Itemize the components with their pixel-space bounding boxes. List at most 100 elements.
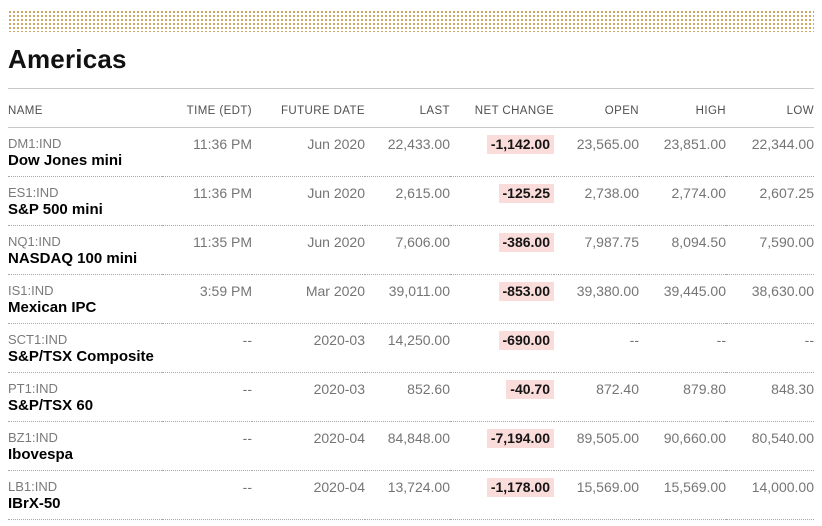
cell-low: -- [726,323,814,373]
column-header-high: HIGH [639,89,726,128]
cell-name: IS1:IND Mexican IPC [8,274,162,324]
table-row: BZ1:IND Ibovespa -- 2020-04 84,848.00 -7… [8,421,814,471]
cell-last: 22,433.00 [365,127,450,177]
cell-name: NQ1:IND NASDAQ 100 mini [8,225,162,275]
cell-low: 80,540.00 [726,421,814,471]
cell-future-date: 2020-03 [252,323,365,373]
net-change-badge: -40.70 [506,380,554,399]
cell-net-change: -853.00 [450,274,554,324]
security-name-link[interactable]: S&P/TSX 60 [8,397,94,414]
cell-time: -- [162,323,252,373]
cell-net-change: -1,142.00 [450,127,554,177]
cell-open: 23,565.00 [554,127,639,177]
security-name-link[interactable]: NASDAQ 100 mini [8,250,138,267]
cell-future-date: Jun 2020 [252,127,365,177]
cell-low: 848.30 [726,372,814,422]
cell-last: 84,848.00 [365,421,450,471]
cell-time: 11:36 PM [162,127,252,177]
title-divider [8,88,814,89]
cell-name: BZ1:IND Ibovespa [8,421,162,471]
column-header-open: OPEN [554,89,639,128]
cell-open: 7,987.75 [554,225,639,275]
security-name-link[interactable]: S&P 500 mini [8,201,103,218]
cell-open: 15,569.00 [554,470,639,520]
cell-high: -- [639,323,726,373]
column-header-future-date: FUTURE DATE [252,89,365,128]
column-header-net-change: NET CHANGE [450,89,554,128]
cell-low: 38,630.00 [726,274,814,324]
security-name-link[interactable]: IBrX-50 [8,495,61,512]
cell-open: 2,738.00 [554,176,639,226]
futures-table: NAME TIME (EDT) FUTURE DATE LAST NET CHA… [8,89,814,520]
security-ticker-link[interactable]: BZ1:IND [8,430,58,445]
cell-high: 879.80 [639,372,726,422]
cell-last: 7,606.00 [365,225,450,275]
cell-name: LB1:IND IBrX-50 [8,470,162,520]
net-change-badge: -7,194.00 [486,429,554,448]
cell-net-change: -125.25 [450,176,554,226]
security-name-link[interactable]: Mexican IPC [8,299,97,316]
cell-last: 39,011.00 [365,274,450,324]
cell-time: 3:59 PM [162,274,252,324]
cell-low: 22,344.00 [726,127,814,177]
cell-high: 39,445.00 [639,274,726,324]
cell-last: 2,615.00 [365,176,450,226]
cell-name: PT1:IND S&P/TSX 60 [8,372,162,422]
table-row: LB1:IND IBrX-50 -- 2020-04 13,724.00 -1,… [8,470,814,520]
net-change-badge: -1,178.00 [486,478,554,497]
security-name-link[interactable]: Ibovespa [8,446,74,463]
top-dotted-divider [8,10,814,32]
cell-time: -- [162,421,252,471]
net-change-badge: -690.00 [498,331,554,350]
cell-name: DM1:IND Dow Jones mini [8,127,162,177]
cell-time: 11:35 PM [162,225,252,275]
security-ticker-link[interactable]: IS1:IND [8,283,54,298]
cell-time: 11:36 PM [162,176,252,226]
security-name-link[interactable]: Dow Jones mini [8,152,123,169]
cell-low: 7,590.00 [726,225,814,275]
table-row: IS1:IND Mexican IPC 3:59 PM Mar 2020 39,… [8,274,814,324]
cell-open: 89,505.00 [554,421,639,471]
table-row: DM1:IND Dow Jones mini 11:36 PM Jun 2020… [8,127,814,177]
table-row: NQ1:IND NASDAQ 100 mini 11:35 PM Jun 202… [8,225,814,275]
cell-name: ES1:IND S&P 500 mini [8,176,162,226]
cell-future-date: Mar 2020 [252,274,365,324]
cell-net-change: -7,194.00 [450,421,554,471]
cell-open: -- [554,323,639,373]
cell-high: 2,774.00 [639,176,726,226]
table-row: ES1:IND S&P 500 mini 11:36 PM Jun 2020 2… [8,176,814,226]
cell-net-change: -40.70 [450,372,554,422]
table-body: DM1:IND Dow Jones mini 11:36 PM Jun 2020… [8,127,814,520]
cell-low: 2,607.25 [726,176,814,226]
column-header-last: LAST [365,89,450,128]
net-change-badge: -125.25 [498,184,554,203]
cell-net-change: -1,178.00 [450,470,554,520]
header-row: NAME TIME (EDT) FUTURE DATE LAST NET CHA… [8,89,814,128]
security-ticker-link[interactable]: NQ1:IND [8,234,61,249]
security-ticker-link[interactable]: SCT1:IND [8,332,68,347]
cell-future-date: Jun 2020 [252,176,365,226]
cell-future-date: Jun 2020 [252,225,365,275]
security-ticker-link[interactable]: PT1:IND [8,381,58,396]
net-change-badge: -853.00 [498,282,554,301]
section-title: Americas [8,44,127,74]
cell-time: -- [162,470,252,520]
column-header-low: LOW [726,89,814,128]
security-ticker-link[interactable]: DM1:IND [8,136,62,151]
security-ticker-link[interactable]: ES1:IND [8,185,59,200]
cell-time: -- [162,372,252,422]
table-row: PT1:IND S&P/TSX 60 -- 2020-03 852.60 -40… [8,372,814,422]
cell-future-date: 2020-04 [252,470,365,520]
security-name-link[interactable]: S&P/TSX Composite [8,348,154,365]
table-header: NAME TIME (EDT) FUTURE DATE LAST NET CHA… [8,89,814,128]
cell-high: 15,569.00 [639,470,726,520]
security-ticker-link[interactable]: LB1:IND [8,479,58,494]
cell-last: 14,250.00 [365,323,450,373]
cell-name: SCT1:IND S&P/TSX Composite [8,323,162,373]
cell-high: 90,660.00 [639,421,726,471]
cell-last: 13,724.00 [365,470,450,520]
cell-open: 872.40 [554,372,639,422]
cell-high: 8,094.50 [639,225,726,275]
table-row: SCT1:IND S&P/TSX Composite -- 2020-03 14… [8,323,814,373]
